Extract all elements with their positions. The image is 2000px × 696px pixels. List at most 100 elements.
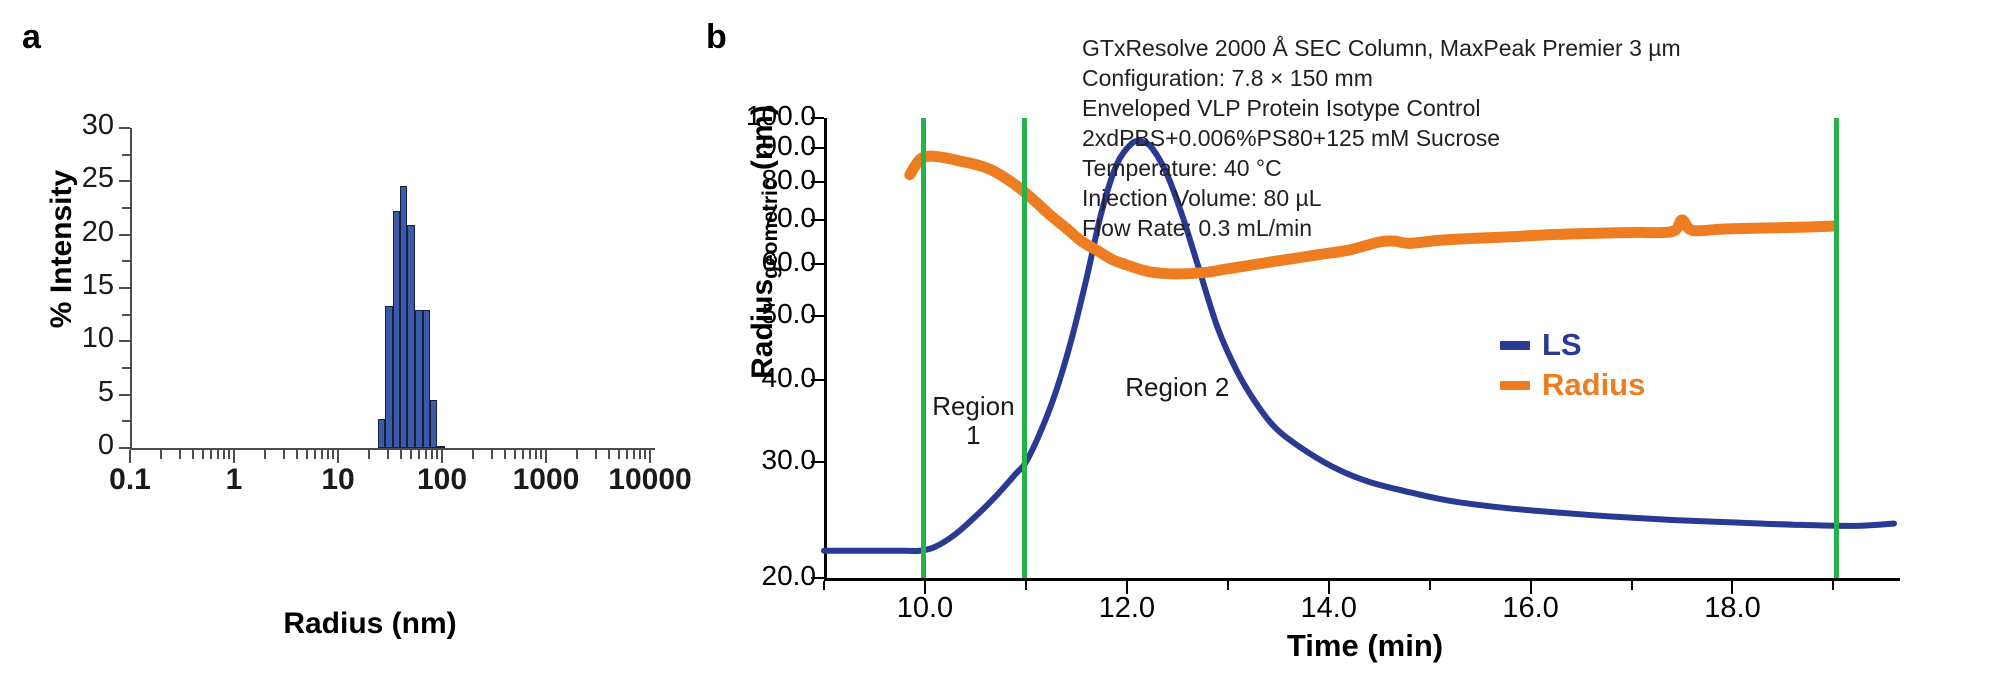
panel-a-x-tick-minor	[409, 450, 412, 459]
panel-a-x-tick-minor	[160, 450, 163, 459]
panel-a-y-tick-label: 20	[81, 215, 114, 248]
panel-b-x-tick	[1125, 581, 1128, 594]
panel-a-x-tick-minor	[264, 450, 267, 459]
panel-a-y-tick-minor	[122, 313, 130, 316]
panel-a-y-tick	[119, 447, 130, 449]
panel-b-annotation-line: Enveloped VLP Protein Isotype Control	[1082, 95, 1481, 121]
panel-b-letter: b	[706, 18, 727, 56]
panel-a-x-tick-minor	[528, 450, 531, 459]
panel-a-y-tick-label: 10	[81, 322, 114, 355]
panel-b-y-tick	[811, 180, 824, 183]
panel-b-annotation-line: Injection Volume: 80 µL	[1082, 185, 1322, 211]
panel-b-region-marker-line	[1021, 118, 1027, 578]
panel-a-x-tick-minor	[332, 450, 335, 459]
panel-a-y-tick-minor	[122, 207, 130, 209]
panel-a-x-tick-minor	[399, 450, 402, 459]
panel-a-x-tick	[129, 450, 131, 463]
panel-a-x-tick-label: 10	[321, 463, 355, 496]
panel-b-x-tick-label: 12.0	[1098, 592, 1156, 624]
panel-b-y-tick	[811, 577, 824, 579]
panel-b-annotation-line: 2xdPBS+0.006%PS80+125 mM Sucrose	[1082, 125, 1501, 151]
panel-a-y-tick	[119, 287, 130, 289]
panel-a-x-tick-minor	[540, 450, 543, 459]
panel-a-x-tick-minor	[472, 450, 475, 459]
panel-a-y-tick	[119, 233, 130, 236]
panel-b-x-tick-minor	[1024, 581, 1027, 590]
panel-b-x-tick-label: 10.0	[896, 592, 954, 624]
panel-b-region-label-line: 1	[966, 420, 981, 451]
panel-b-legend: LS Radius	[1500, 325, 1645, 405]
panel-a-x-tick-minor	[436, 450, 439, 459]
panel-a-x-tick-minor	[222, 450, 225, 459]
panel-a-x-tick-minor	[216, 450, 219, 459]
panel-a-x-tick-minor	[521, 450, 524, 459]
panel-b-annotation-line: Flow Rate: 0.3 mL/min	[1082, 215, 1313, 241]
panel-a-letter: a	[22, 18, 41, 56]
panel-b-legend-swatch	[1500, 380, 1530, 390]
panel-b-x-tick	[1731, 581, 1734, 594]
panel-b: b Radiusgeometric (nm) Time (min) 20.0 30…	[700, 0, 2000, 696]
panel-b-y-tick	[811, 315, 824, 318]
panel-b-x-tick-minor	[1226, 581, 1229, 590]
panel-b-x-tick-minor	[1428, 581, 1431, 590]
panel-a-x-tick-label: 0.1	[109, 463, 151, 496]
panel-a-x-tick-minor	[534, 450, 537, 459]
panel-b-region-label: Region 2	[1125, 371, 1230, 402]
panel-a-x-tick-minor	[617, 450, 620, 459]
panel-a-bar	[392, 211, 401, 448]
panel-a-x-tick-minor	[228, 450, 231, 459]
panel-a-x-tick-minor	[201, 450, 204, 459]
panel-b-y-tick-label: 50.0	[761, 298, 817, 330]
panel-a-y-tick	[119, 393, 130, 396]
panel-a-x-tick-minor	[313, 450, 316, 459]
panel-b-y-tick-label: 40.0	[761, 361, 817, 393]
panel-a-x-tick-label: 1	[225, 463, 243, 496]
panel-a-x-tick-minor	[368, 450, 371, 459]
panel-b-x-tick-minor	[823, 581, 825, 590]
panel-a-bar	[385, 306, 393, 448]
panel-a-x-tick-minor	[386, 450, 389, 459]
panel-a-bar	[429, 400, 438, 448]
panel-b-y-tick-label: 30.0	[761, 444, 817, 476]
panel-b-y-axis-line	[824, 118, 827, 581]
panel-b-y-tick	[811, 378, 824, 381]
panel-b-y-tick	[811, 147, 824, 150]
panel-b-annotation-line: Temperature: 40 °C	[1082, 155, 1282, 181]
panel-b-y-tick-label: 70.0	[761, 201, 817, 233]
panel-b-region-label-line: Region	[932, 391, 1015, 421]
panel-a-x-tick-minor	[594, 450, 597, 459]
panel-b-region-marker-line	[1834, 118, 1840, 578]
panel-a-bar	[422, 310, 430, 448]
panel-a-x-tick-minor	[576, 450, 579, 459]
panel-b-y-tick	[811, 461, 824, 464]
panel-a-x-tick-minor	[632, 450, 635, 459]
panel-b-y-tick-label: 90.0	[761, 130, 817, 162]
panel-a-y-tick-minor	[122, 367, 130, 369]
panel-a-x-tick-minor	[191, 450, 194, 459]
panel-a-x-tick-minor	[503, 450, 506, 459]
panel-b-y-tick	[811, 263, 824, 265]
panel-a-y-tick	[119, 340, 130, 343]
panel-a-x-axis-label: Radius (nm)	[283, 607, 457, 640]
panel-a-bar	[407, 225, 415, 448]
panel-a-y-tick	[119, 180, 130, 183]
panel-a-x-tick-minor	[625, 450, 628, 459]
panel-a-bar	[400, 185, 408, 448]
panel-a-x-axis-line	[130, 448, 655, 450]
panel-a-x-tick-minor	[320, 450, 323, 459]
panel-a-y-tick-label: 30	[81, 109, 114, 141]
panel-b-annotation-line: Configuration: 7.8 × 150 mm	[1082, 65, 1373, 91]
panel-a-x-tick	[337, 450, 339, 463]
panel-a-bar	[437, 445, 445, 448]
panel-a-x-tick	[441, 450, 443, 463]
panel-b-legend-item: LS	[1500, 325, 1645, 365]
panel-a-y-tick-label: 0	[97, 429, 114, 461]
panel-b-x-tick-minor	[1630, 581, 1633, 590]
panel-b-legend-item: Radius	[1500, 365, 1645, 405]
panel-a-x-tick-minor	[424, 450, 427, 459]
panel-b-legend-label: LS	[1542, 327, 1582, 362]
panel-a-x-tick-minor	[282, 450, 285, 459]
panel-b-y-tick-label: 20.0	[761, 560, 817, 591]
panel-b-y-tick-label: 100.0	[745, 100, 816, 131]
